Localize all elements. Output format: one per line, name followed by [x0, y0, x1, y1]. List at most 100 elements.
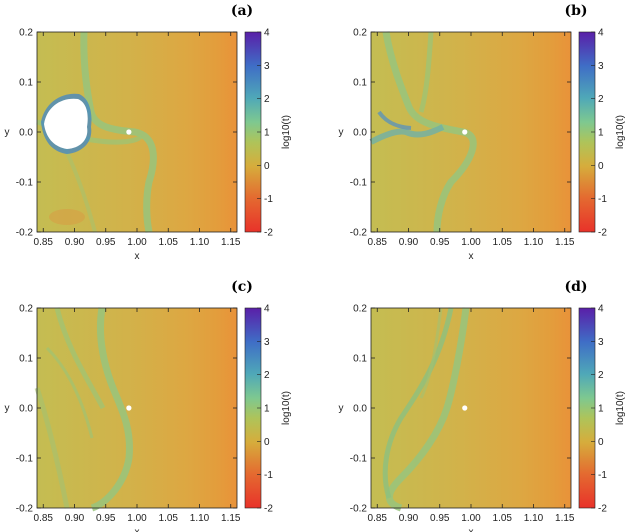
colorbar-label: log10(t) [281, 115, 292, 149]
y-tick-label: -0.2 [16, 228, 34, 239]
y-tick-label: -0.1 [350, 454, 368, 465]
y-tick-label: 0.1 [19, 78, 33, 89]
y-axis-label: y [5, 403, 10, 414]
chaotic-tendril-3 [369, 124, 445, 145]
x-tick-label: 1.00 [127, 513, 147, 524]
chaotic-tendril-4 [377, 110, 412, 130]
x-tick-label: 1.00 [461, 513, 481, 524]
panel-axes: 0.85 0.90 0.95 1.00 1.05 1.10 1.15 -0.2 -0.1 0.0 0… [339, 3, 627, 262]
colorbar-tick-label: 0 [598, 437, 604, 448]
colorbar-tick-label: 3 [598, 337, 604, 348]
x-tick-label: 0.85 [34, 513, 54, 524]
colorbar-tick-label: 1 [264, 404, 270, 415]
colorbar-tick-label: -1 [598, 470, 607, 481]
x-tick-label: 1.10 [524, 237, 544, 248]
colorbar-tick-label: -1 [264, 470, 273, 481]
colorbar-tick-label: 2 [264, 370, 270, 381]
colorbar-tick-label: 2 [264, 94, 270, 105]
chaotic-tendril [80, 31, 157, 233]
x-tick-label: 1.10 [190, 513, 210, 524]
chaotic-tendril-3 [34, 387, 70, 509]
y-tick-label: 0.0 [353, 404, 367, 415]
colorbar-tick-label: 3 [264, 61, 270, 72]
colorbar-tick-label: 1 [264, 128, 270, 139]
x-tick-label: 1.15 [555, 237, 575, 248]
panel-label: (a) [231, 3, 253, 19]
x-tick-label: 0.95 [430, 513, 450, 524]
equilibrium-point [462, 405, 468, 411]
x-tick-label: 1.15 [221, 237, 241, 248]
y-tick-label: -0.2 [16, 504, 34, 515]
panel-label: (d) [564, 279, 587, 295]
colorbar-tick-label: 1 [598, 128, 604, 139]
x-axis-label: x [469, 527, 474, 532]
colorbar-label: log10(t) [615, 115, 626, 149]
chaotic-tendril-2 [418, 31, 434, 113]
x-tick-label: 0.85 [368, 513, 388, 524]
y-tick-label: 0.0 [353, 128, 367, 139]
x-tick-label: 1.05 [493, 513, 513, 524]
chaotic-tendril-2 [54, 307, 106, 410]
colorbar-tick-label: 4 [264, 28, 270, 39]
panel-axes: 0.85 0.90 0.95 1.00 1.05 1.10 1.15 -0.2 -0.1 0.0 0… [5, 3, 293, 262]
y-tick-label: 0.1 [19, 354, 33, 365]
panel-b [369, 31, 571, 233]
colorbar-tick-label: 4 [264, 304, 270, 315]
y-tick-label: 0.2 [19, 28, 33, 39]
colorbar-tick-label: -1 [264, 194, 273, 205]
colorbar-tick-label: 2 [598, 370, 604, 381]
equilibrium-point [462, 129, 468, 135]
y-axis-label: y [339, 127, 344, 138]
y-tick-label: 0.1 [353, 354, 367, 365]
y-axis-label: y [5, 127, 10, 138]
x-tick-label: 0.85 [368, 237, 388, 248]
colorbar-tick-label: 0 [264, 161, 270, 172]
y-tick-label: 0.2 [19, 304, 33, 315]
chaotic-tendril-3 [419, 307, 443, 399]
x-tick-label: 0.95 [96, 237, 116, 248]
colorbar-tick-label: 1 [598, 404, 604, 415]
x-tick-label: 1.15 [221, 513, 241, 524]
x-tick-label: 0.90 [399, 237, 419, 248]
y-tick-label: -0.1 [16, 454, 34, 465]
colorbar-tick-label: -2 [598, 504, 607, 515]
x-tick-label: 0.85 [34, 237, 54, 248]
y-tick-label: 0.2 [353, 304, 367, 315]
y-tick-label: -0.2 [350, 504, 368, 515]
x-tick-label: 1.05 [159, 513, 179, 524]
x-tick-label: 0.90 [399, 513, 419, 524]
x-tick-label: 0.90 [65, 513, 85, 524]
colorbar-tick-label: -2 [264, 504, 273, 515]
y-tick-label: 0.0 [19, 128, 33, 139]
chaotic-tendril-2 [382, 307, 454, 499]
colorbar-tick-label: -2 [598, 228, 607, 239]
x-axis-label: x [469, 251, 474, 262]
panel-c [34, 307, 237, 512]
x-tick-label: 1.10 [190, 237, 210, 248]
chaotic-tendril-4 [45, 346, 94, 439]
colorbar-tick-label: 3 [598, 61, 604, 72]
colorbar-tick-label: 3 [264, 337, 270, 348]
y-tick-label: -0.1 [16, 178, 34, 189]
x-tick-label: 1.00 [461, 237, 481, 248]
x-tick-label: 1.00 [127, 237, 147, 248]
colorbar-tick-label: 0 [598, 161, 604, 172]
panel-label: (b) [564, 3, 587, 19]
x-tick-label: 1.15 [555, 513, 575, 524]
panel-axes: 0.85 0.90 0.95 1.00 1.05 1.10 1.15 -0.2 -0.1 0.0 0… [339, 279, 627, 532]
chaotic-tendril [90, 307, 134, 512]
y-tick-label: -0.2 [350, 228, 368, 239]
equilibrium-point [126, 129, 132, 135]
colorbar-label: log10(t) [615, 391, 626, 425]
x-tick-label: 1.05 [159, 237, 179, 248]
colorbar-tick-label: 2 [598, 94, 604, 105]
colorbar-tick-label: 4 [598, 304, 604, 315]
x-tick-label: 0.90 [65, 237, 85, 248]
x-tick-label: 1.10 [524, 513, 544, 524]
y-tick-label: 0.0 [19, 404, 33, 415]
bounded-region [44, 98, 88, 149]
y-tick-label: -0.1 [350, 178, 368, 189]
low-time-patch [49, 209, 85, 225]
colorbar-tick-label: 4 [598, 28, 604, 39]
